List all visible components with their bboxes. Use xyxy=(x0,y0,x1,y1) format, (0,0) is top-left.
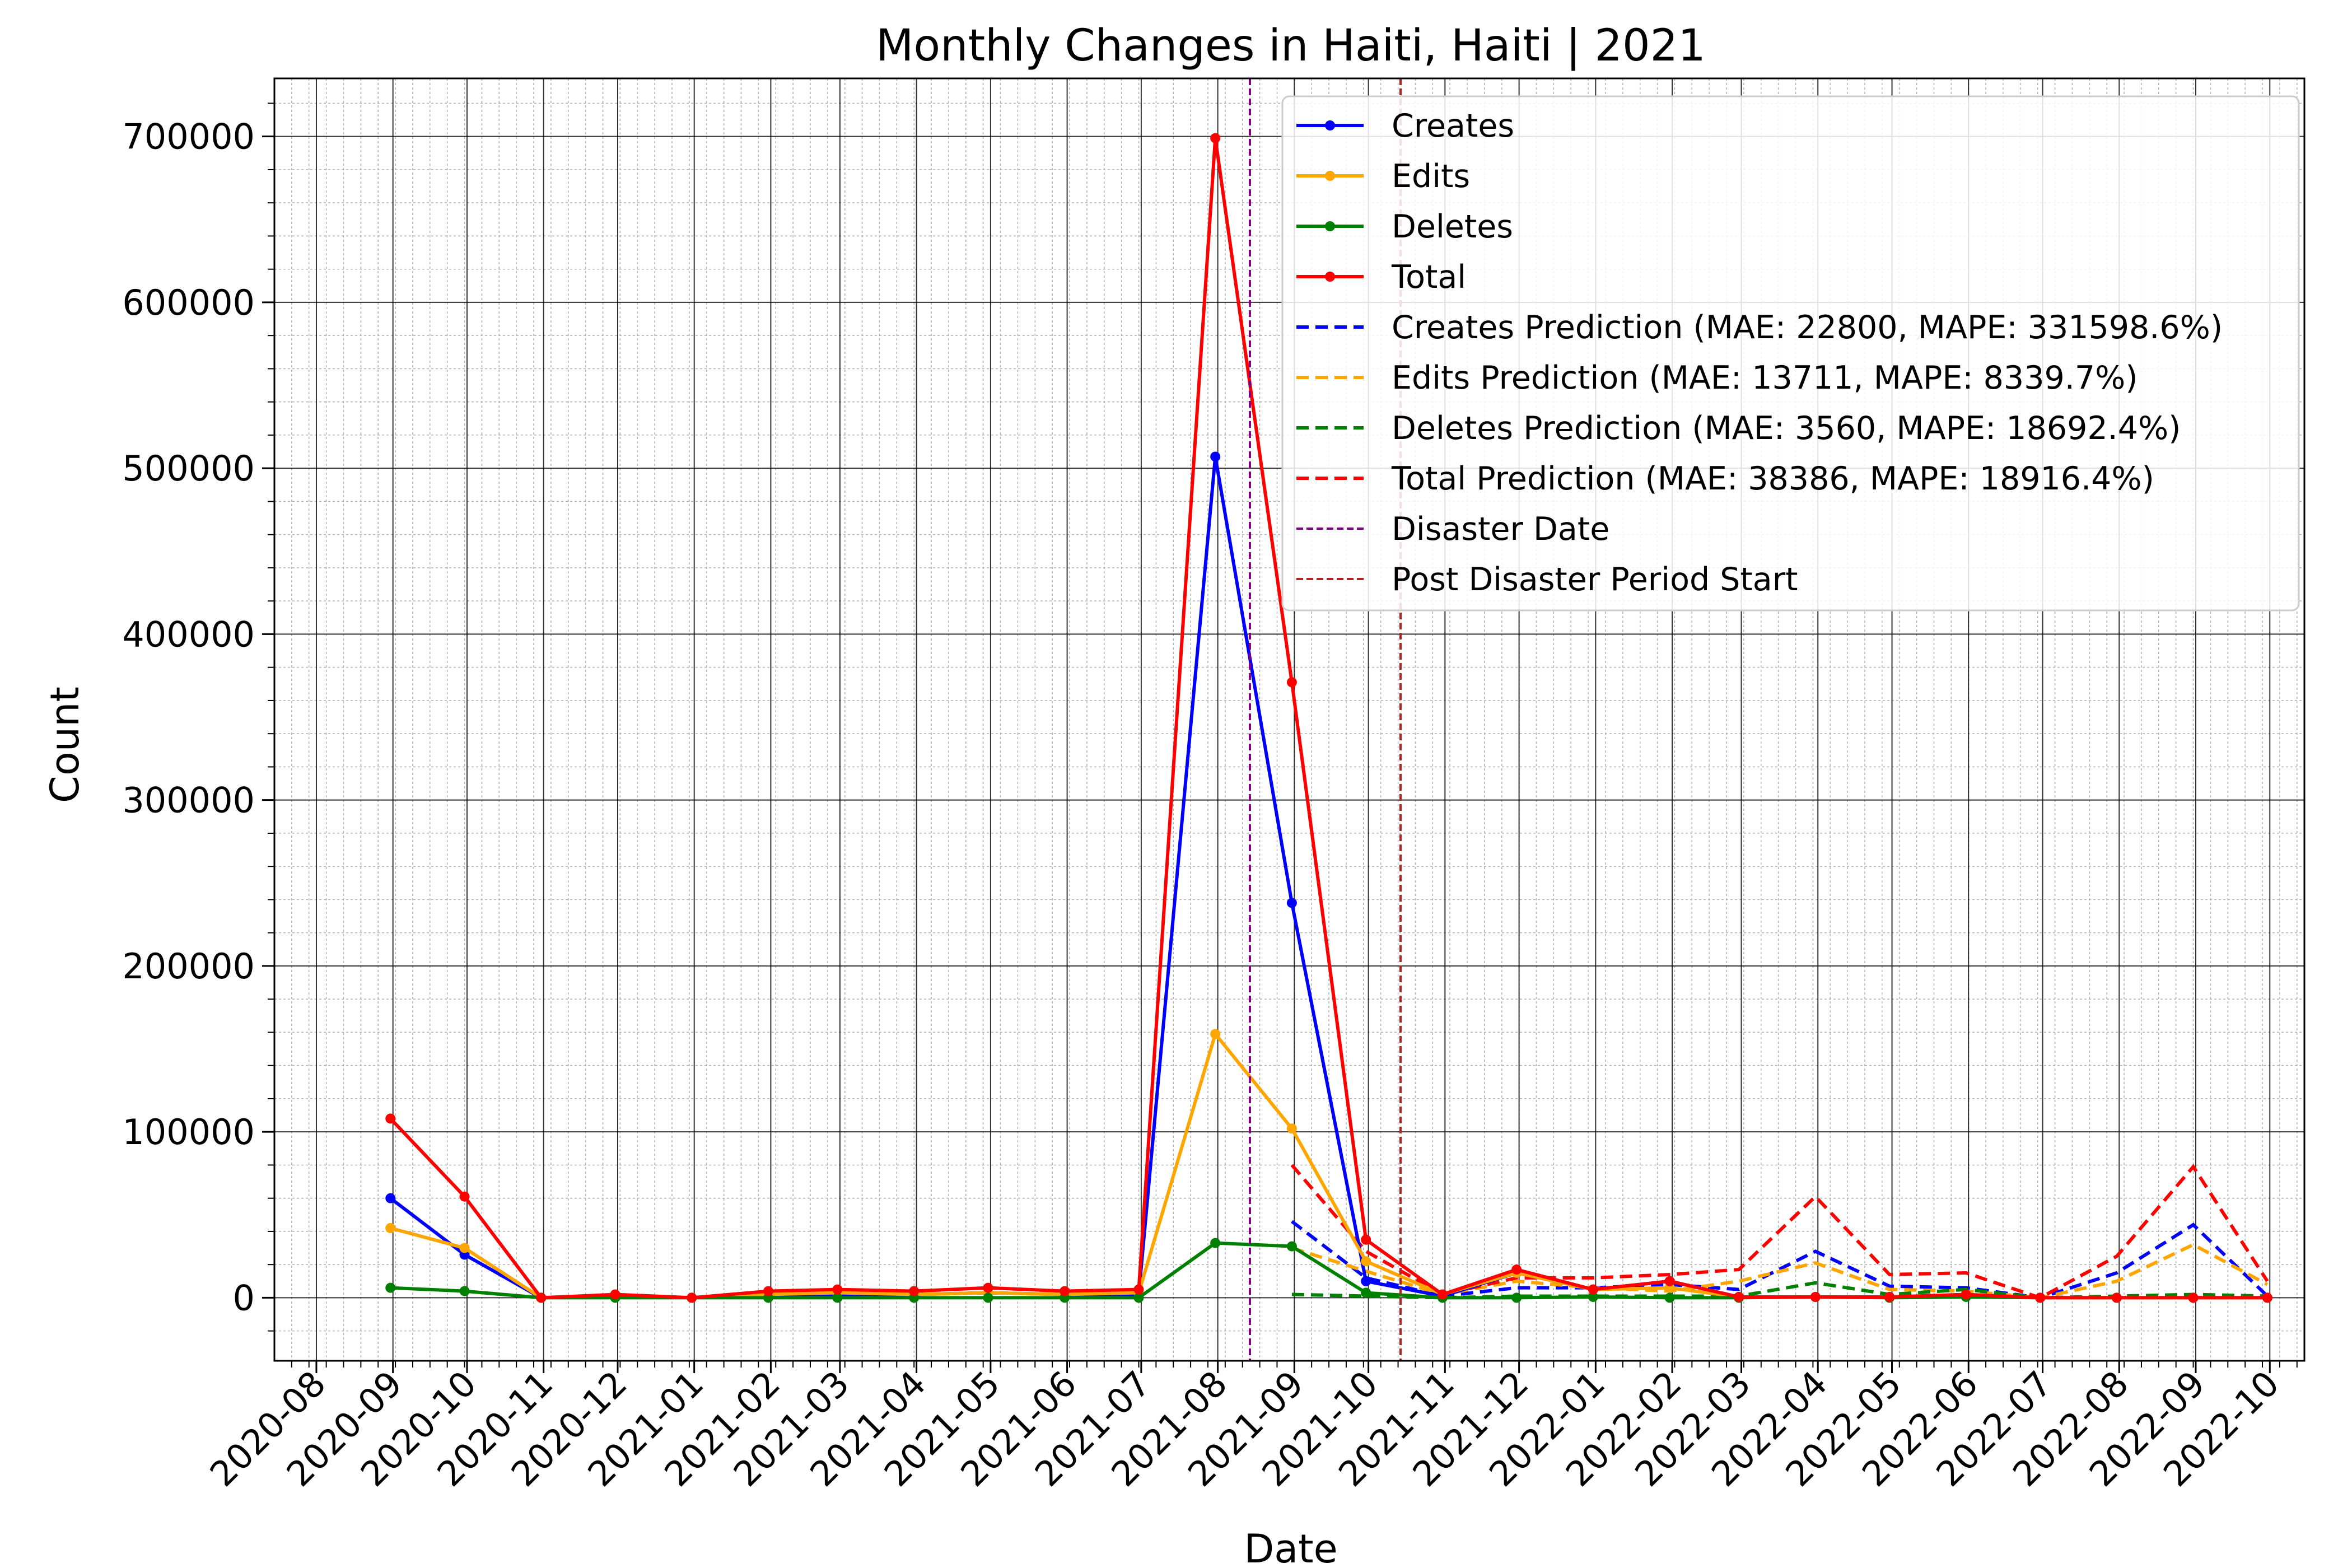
legend-label: Edits xyxy=(1392,158,1470,195)
series-point-creates xyxy=(1286,898,1297,908)
series-point-deletes xyxy=(1210,1238,1221,1248)
series-point-total xyxy=(983,1282,993,1293)
series-point-total xyxy=(1437,1289,1448,1300)
series-point-total xyxy=(832,1284,843,1295)
legend-label: Creates Prediction (MAE: 22800, MAPE: 33… xyxy=(1392,309,2223,346)
legend-box xyxy=(1281,95,2300,612)
legend-label: Disaster Date xyxy=(1392,511,1609,548)
series-point-total xyxy=(1511,1264,1522,1275)
series-point-total xyxy=(909,1286,920,1296)
series-point-total xyxy=(1133,1284,1144,1295)
legend-marker xyxy=(1325,272,1335,282)
series-point-total xyxy=(687,1292,697,1303)
series-point-total xyxy=(1286,677,1297,688)
series-point-total xyxy=(1588,1284,1598,1295)
series-point-total xyxy=(1961,1289,1971,1300)
legend-label: Post Disaster Period Start xyxy=(1392,561,1798,598)
series-point-deletes xyxy=(1286,1241,1297,1252)
legend-label: Total xyxy=(1391,259,1466,296)
legend: Creates Edits Deletes Total Creates Predicti… xyxy=(1281,95,2300,612)
legend-label: Total Prediction (MAE: 38386, MAPE: 1891… xyxy=(1391,460,2154,497)
series-point-edits xyxy=(1286,1123,1297,1134)
series-point-creates xyxy=(1361,1276,1371,1286)
series-point-total xyxy=(385,1113,396,1124)
series-point-total xyxy=(2035,1292,2046,1303)
y-tick-label: 600000 xyxy=(122,282,255,323)
series-point-total xyxy=(1210,133,1221,143)
series-point-deletes xyxy=(385,1282,396,1293)
y-tick-label: 500000 xyxy=(122,448,255,489)
legend-marker xyxy=(1325,120,1335,130)
series-point-total xyxy=(1810,1291,1821,1302)
legend-label: Edits Prediction (MAE: 13711, MAPE: 8339… xyxy=(1392,360,2138,396)
series-layer xyxy=(385,133,2272,1303)
series-point-total xyxy=(536,1292,547,1303)
series-point-edits xyxy=(1210,1029,1221,1039)
legend-label: Deletes Prediction (MAE: 3560, MAPE: 186… xyxy=(1392,410,2181,447)
series-point-total xyxy=(610,1289,620,1300)
series-point-total xyxy=(1884,1291,1895,1302)
minor-grid xyxy=(274,78,2304,1361)
y-tick-label: 400000 xyxy=(122,614,255,655)
series-point-deletes xyxy=(1133,1292,1144,1303)
series-point-total xyxy=(1734,1291,1744,1302)
series-point-total xyxy=(1060,1286,1070,1296)
series-point-total xyxy=(2188,1292,2199,1303)
series-point-deletes xyxy=(1361,1287,1371,1298)
plot-frame xyxy=(273,77,2306,1362)
series-point-total xyxy=(763,1286,773,1296)
series-point-total xyxy=(2111,1292,2122,1303)
x-axis-label: Date xyxy=(1244,1526,1337,1568)
series-point-total xyxy=(459,1191,470,1202)
legend-marker xyxy=(1325,171,1335,181)
series-point-total xyxy=(1361,1234,1371,1245)
series-point-deletes xyxy=(1511,1292,1522,1303)
series-point-deletes xyxy=(832,1292,843,1303)
series-point-deletes xyxy=(1664,1292,1675,1303)
chart-title: Monthly Changes in Haiti, Haiti | 2021 xyxy=(876,21,1706,71)
series-point-edits xyxy=(1361,1256,1371,1267)
series-point-creates xyxy=(385,1193,396,1203)
y-tick-label: 100000 xyxy=(122,1112,255,1152)
series-point-edits xyxy=(385,1223,396,1234)
series-point-creates xyxy=(1210,451,1221,462)
series-point-deletes xyxy=(983,1292,993,1303)
y-axis-label: Count xyxy=(42,687,88,803)
series-point-deletes xyxy=(459,1286,470,1296)
legend-label: Creates xyxy=(1392,108,1514,144)
series-point-edits xyxy=(459,1243,470,1253)
series-point-deletes xyxy=(1588,1291,1598,1302)
y-tick-label: 0 xyxy=(233,1277,255,1318)
legend-marker xyxy=(1325,221,1335,231)
series-point-total xyxy=(2262,1292,2272,1303)
prediction-line-1 xyxy=(1291,1243,2269,1300)
series-point-total xyxy=(1664,1276,1675,1286)
legend-label: Deletes xyxy=(1392,208,1513,245)
y-tick-label: 200000 xyxy=(122,946,255,987)
y-tick-label: 700000 xyxy=(122,116,255,157)
y-tick-label: 300000 xyxy=(122,780,255,821)
series-line-total xyxy=(389,138,2267,1300)
